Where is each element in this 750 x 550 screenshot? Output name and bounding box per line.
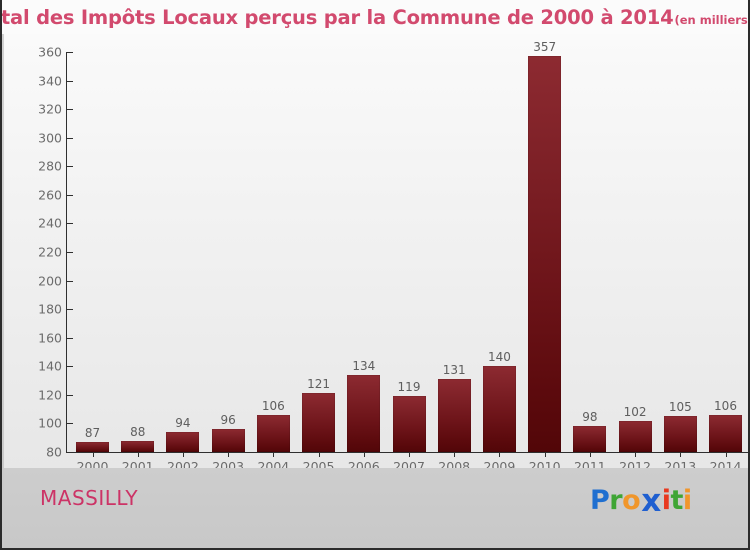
y-axis-tick (66, 423, 73, 425)
y-axis-tick (66, 309, 73, 311)
x-axis-tick (635, 452, 637, 457)
x-axis-tick (228, 452, 230, 457)
footer-bar: MASSILLY Proxiti (4, 468, 748, 548)
bar-2011[interactable]: 98 (573, 410, 607, 452)
y-axis-label: 120 (38, 387, 62, 403)
bar-value-label: 121 (307, 377, 331, 392)
bar-value-label: 96 (220, 413, 236, 428)
y-axis-label: 100 (38, 415, 62, 431)
logo-letter-P: P (590, 485, 610, 516)
y-axis-tick (66, 252, 73, 253)
proxiti-logo[interactable]: Proxiti (590, 483, 692, 519)
bar-2002[interactable]: 94 (166, 416, 200, 452)
x-axis-tick (454, 452, 456, 457)
y-axis-label: 360 (38, 44, 62, 60)
y-axis-label: 320 (38, 101, 62, 117)
x-axis-tick (318, 452, 320, 457)
logo-letter-x: x (641, 483, 661, 519)
title-unit-label: (en milliers d'€) (674, 13, 748, 27)
bar-value-label: 131 (442, 363, 466, 378)
bar-2010[interactable]: 357 (528, 40, 562, 452)
y-axis-tick (66, 280, 73, 282)
bar-2009[interactable]: 140 (482, 350, 516, 452)
y-axis-tick (66, 137, 73, 139)
plot-area: 80 100 120 140 160 180 200 220 240 260 280 300 320 34… (4, 34, 748, 474)
y-axis-tick (66, 452, 73, 453)
bar-value-label: 102 (623, 404, 647, 419)
x-axis-tick (182, 452, 184, 457)
y-axis-label: 260 (38, 187, 62, 203)
y-axis-label: 280 (38, 158, 62, 174)
y-axis-label: 80 (46, 444, 62, 460)
x-axis-tick (137, 452, 139, 457)
logo-letter-o: o (622, 485, 641, 516)
y-axis-tick (66, 109, 73, 111)
y-axis-tick (66, 80, 73, 82)
bar-value-label: 106 (714, 398, 737, 413)
x-axis-tick (273, 452, 275, 457)
commune-name: MASSILLY (40, 486, 139, 510)
logo-letter-i: i (661, 485, 671, 516)
logo-letter-r: r (609, 485, 623, 516)
logo-letter-i: i (682, 485, 692, 516)
bar-2005[interactable]: 121 (302, 377, 336, 452)
y-axis-label: 140 (38, 358, 62, 374)
y-axis-tick (66, 223, 73, 225)
x-axis-tick (499, 452, 501, 457)
y-axis-label: 300 (38, 130, 62, 146)
bar-value-label: 94 (175, 416, 191, 430)
bar-value-label: 134 (352, 358, 376, 373)
y-axis-tick (66, 52, 73, 53)
bar-value-label: 140 (487, 350, 511, 365)
bar-2003[interactable]: 96 (211, 413, 245, 452)
x-axis-line (66, 452, 748, 453)
bar-2013[interactable]: 105 (663, 400, 697, 452)
y-axis-tick (66, 394, 73, 396)
x-axis-tick (363, 452, 365, 457)
bar-value-label: 87 (84, 426, 101, 440)
bar-value-label: 105 (668, 400, 692, 415)
plot-canvas: 80 100 120 140 160 180 200 220 240 260 280 300 320 34… (38, 40, 748, 474)
y-axis-tick (66, 194, 73, 196)
y-axis-label: 200 (38, 273, 62, 289)
y-axis-label: 340 (38, 73, 62, 89)
bar-2004[interactable]: 106 (256, 399, 290, 452)
chart-title-bar: Total des Impôts Locaux perçus par la Co… (0, 0, 748, 34)
bar-value-label: 88 (130, 424, 146, 439)
bar-2014[interactable]: 106 (709, 399, 742, 452)
bar-2001[interactable]: 88 (121, 425, 155, 452)
bar-2007[interactable]: 119 (392, 380, 426, 452)
y-axis-tick (66, 337, 73, 339)
y-axis-label: 180 (38, 301, 62, 317)
y-axis-label: 160 (38, 330, 62, 346)
bar-value-label: 357 (533, 40, 557, 55)
page-title: Total des Impôts Locaux perçus par la Co… (0, 5, 674, 29)
bar-2006[interactable]: 134 (347, 359, 381, 452)
x-axis-tick (589, 452, 591, 457)
x-axis-tick (725, 452, 727, 457)
y-axis-tick (66, 366, 73, 368)
x-axis-tick (92, 452, 94, 457)
bar-2008[interactable]: 131 (437, 363, 471, 452)
bar-2012[interactable]: 102 (618, 405, 652, 452)
x-axis-tick (680, 452, 682, 457)
x-axis-tick (544, 452, 546, 457)
logo-letter-t: t (670, 485, 683, 516)
bar-value-label: 106 (261, 398, 285, 413)
bar-value-label: 98 (582, 410, 598, 425)
bar-value-label: 119 (397, 380, 421, 395)
bar-2000[interactable]: 87 (76, 426, 109, 452)
y-axis-label: 240 (38, 215, 62, 231)
y-axis-label: 220 (38, 244, 62, 260)
y-axis-tick (66, 166, 73, 168)
x-axis-tick (409, 452, 410, 457)
